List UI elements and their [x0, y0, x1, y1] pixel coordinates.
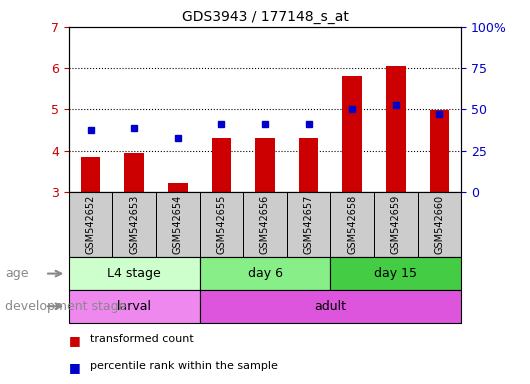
Text: GSM542654: GSM542654 [173, 195, 183, 254]
Bar [418, 192, 461, 257]
Text: GSM542653: GSM542653 [129, 195, 139, 254]
Text: percentile rank within the sample: percentile rank within the sample [90, 361, 278, 371]
Text: GSM542655: GSM542655 [216, 195, 226, 254]
Bar [69, 257, 200, 290]
Text: GSM542658: GSM542658 [347, 195, 357, 254]
Text: GSM542652: GSM542652 [86, 195, 96, 254]
Bar [211, 138, 231, 192]
Text: GSM542660: GSM542660 [434, 195, 444, 254]
Bar [330, 257, 461, 290]
Bar [243, 192, 287, 257]
Bar [342, 76, 362, 192]
Bar [112, 192, 156, 257]
Text: age: age [5, 267, 29, 280]
Text: day 15: day 15 [374, 267, 417, 280]
Bar [374, 192, 418, 257]
Bar [386, 66, 405, 192]
Text: GDS3943 / 177148_s_at: GDS3943 / 177148_s_at [182, 10, 348, 23]
Bar [81, 157, 101, 192]
Text: GSM542657: GSM542657 [304, 195, 314, 254]
Bar [429, 110, 449, 192]
Bar [200, 192, 243, 257]
Text: ■: ■ [69, 361, 81, 374]
Text: GSM542656: GSM542656 [260, 195, 270, 254]
Bar [168, 183, 188, 192]
Bar [156, 192, 200, 257]
Bar [69, 192, 112, 257]
Text: transformed count: transformed count [90, 334, 194, 344]
Text: L4 stage: L4 stage [108, 267, 161, 280]
Text: development stage: development stage [5, 300, 127, 313]
Bar [125, 153, 144, 192]
Bar [200, 290, 461, 323]
Text: GSM542659: GSM542659 [391, 195, 401, 254]
Bar [299, 138, 319, 192]
Bar [69, 290, 200, 323]
Text: ■: ■ [69, 334, 81, 347]
Text: larval: larval [117, 300, 152, 313]
Bar [255, 138, 275, 192]
Text: day 6: day 6 [248, 267, 282, 280]
Text: adult: adult [314, 300, 347, 313]
Bar [287, 192, 330, 257]
Bar [200, 257, 330, 290]
Bar [330, 192, 374, 257]
